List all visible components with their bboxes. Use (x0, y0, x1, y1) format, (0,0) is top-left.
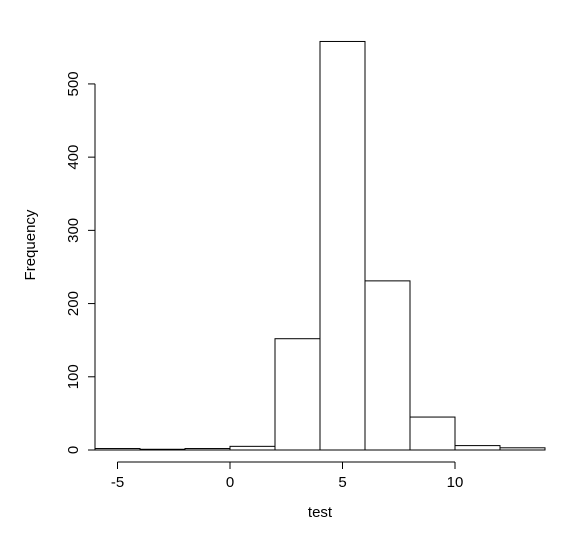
y-tick-label: 100 (65, 364, 82, 389)
x-tick-label: 0 (226, 474, 234, 491)
x-tick-label: 10 (447, 474, 464, 491)
histogram-bar (95, 449, 140, 450)
histogram-bar (185, 449, 230, 450)
y-axis-label: Frequency (22, 209, 39, 280)
y-tick-label: 400 (65, 145, 82, 170)
histogram-bar (455, 446, 500, 450)
y-tick-label: 300 (65, 218, 82, 243)
histogram-bar (410, 417, 455, 450)
histogram-bar (365, 281, 410, 450)
histogram-bar (320, 41, 365, 450)
histogram-bar (230, 446, 275, 450)
y-tick-label: 500 (65, 71, 82, 96)
y-tick-label: 200 (65, 291, 82, 316)
histogram-bar (275, 339, 320, 450)
x-axis-label: test (308, 504, 333, 521)
x-tick-label: 5 (338, 474, 346, 491)
x-tick-label: -5 (111, 474, 124, 491)
histogram-chart: -505100100200300400500testFrequency (0, 0, 584, 554)
chart-svg: -505100100200300400500testFrequency (0, 0, 584, 554)
y-tick-label: 0 (65, 446, 82, 454)
histogram-bar (140, 449, 185, 450)
histogram-bar (500, 448, 545, 450)
